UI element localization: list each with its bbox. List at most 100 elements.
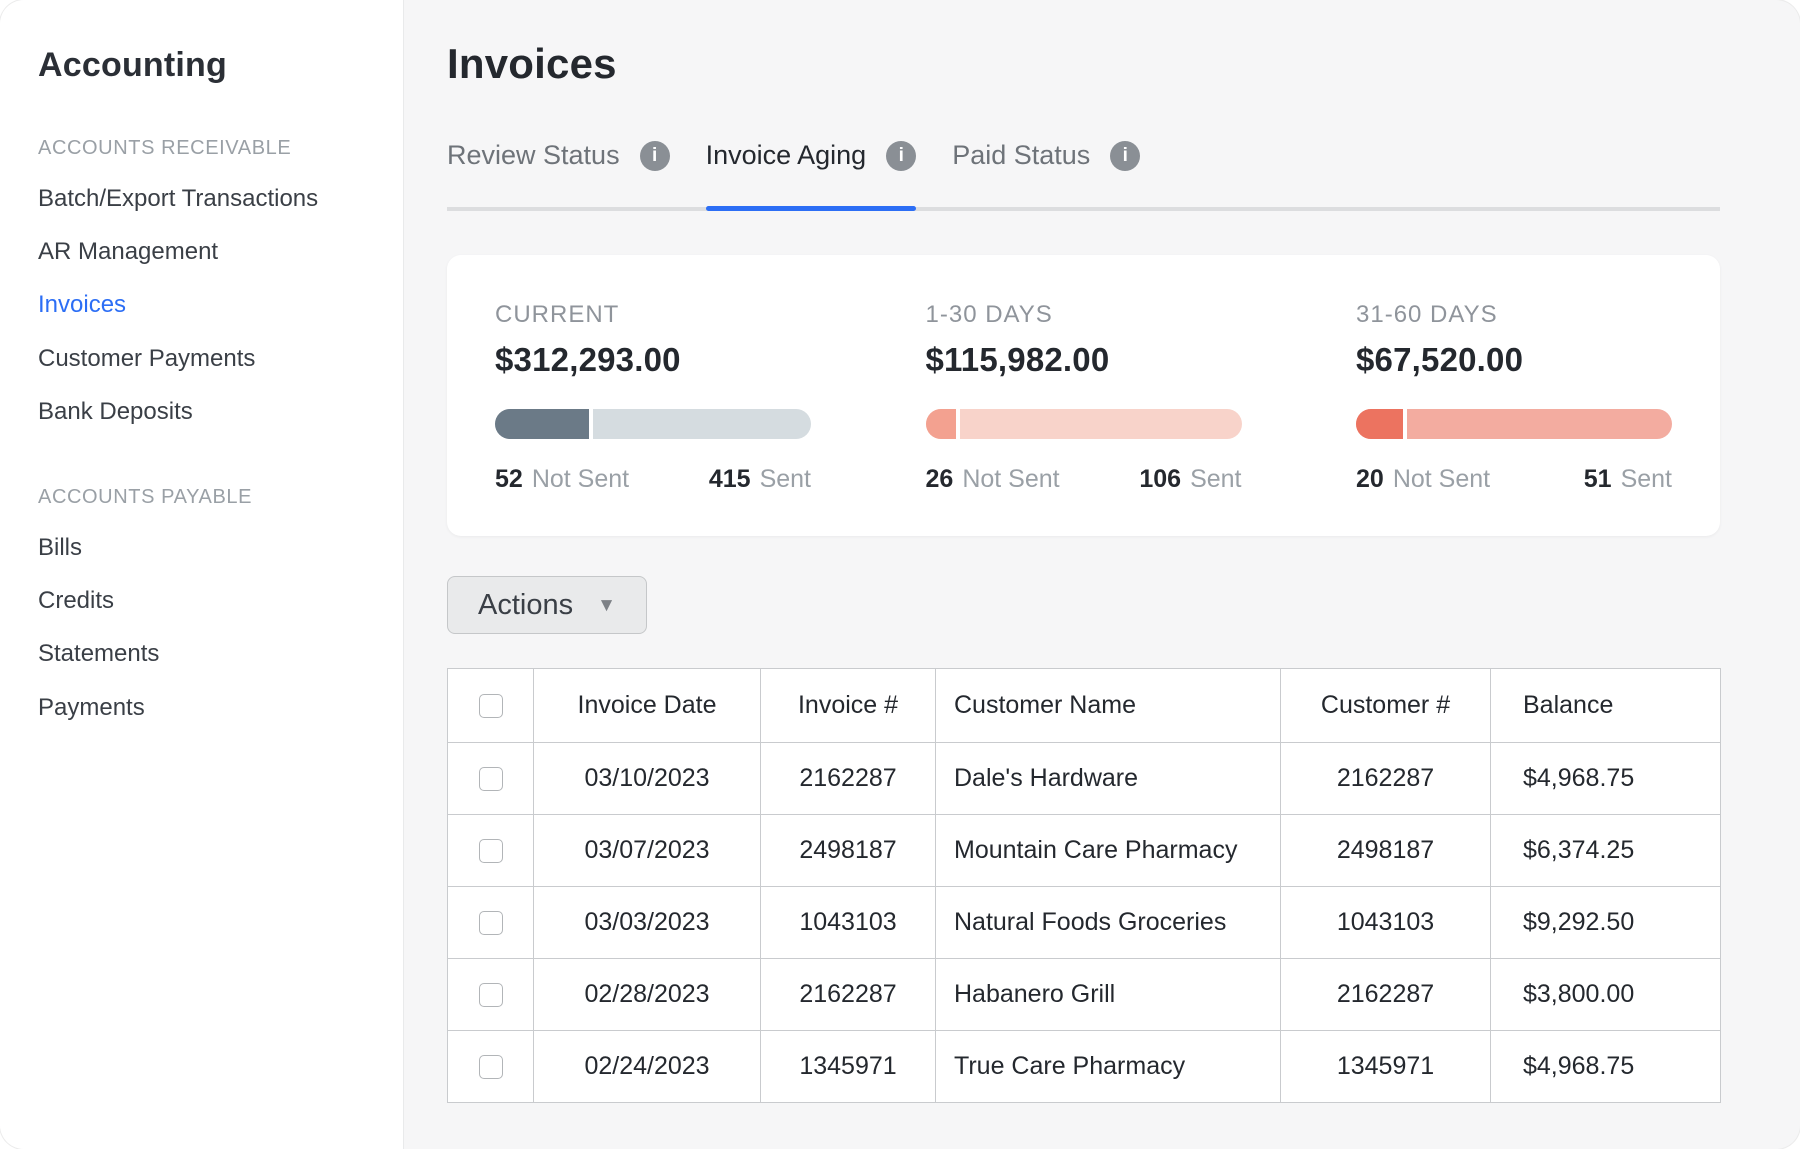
nav-section-accounts-receivable: ACCOUNTS RECEIVABLE Batch/Export Transac… <box>38 137 403 424</box>
sent-label: Sent <box>760 465 811 493</box>
table-row: 03/10/2023 2162287 Dale's Hardware 21622… <box>448 743 1721 815</box>
customer-name-link[interactable]: Habanero Grill <box>936 959 1281 1031</box>
invoice-number-link[interactable]: 1345971 <box>761 1031 936 1103</box>
customer-number-link[interactable]: 2162287 <box>1281 959 1491 1031</box>
sidebar-item-label: Payments <box>38 694 145 721</box>
balance-cell: $3,800.00 <box>1491 959 1721 1031</box>
not-sent-label: Not Sent <box>532 465 629 493</box>
sidebar-nav-item[interactable]: Credits <box>38 588 403 613</box>
invoice-date-cell: 03/10/2023 <box>534 743 761 815</box>
progress-bar-fill <box>495 409 593 439</box>
bucket-stats: 52Not Sent 415 Sent <box>495 465 811 494</box>
tab-label: Paid Status <box>952 140 1090 171</box>
invoice-date-cell: 02/28/2023 <box>534 959 761 1031</box>
aging-summary-card: CURRENT $312,293.00 52Not Sent 415 Sent 1… <box>447 255 1720 536</box>
not-sent-stat: 52Not Sent <box>495 465 629 494</box>
bucket-stats: 20 Not Sent 51 Sent <box>1356 465 1672 494</box>
sent-count: 51 <box>1584 465 1612 493</box>
column-header-invoice-date: Invoice Date <box>534 669 761 743</box>
chevron-down-icon: ▼ <box>597 596 616 615</box>
bucket-amount: $312,293.00 <box>495 341 811 379</box>
select-all-checkbox[interactable] <box>479 694 503 718</box>
sidebar-nav-item[interactable]: Invoices <box>38 292 403 317</box>
sidebar-item-label: Statements <box>38 640 159 667</box>
customer-name-link[interactable]: Dale's Hardware <box>936 743 1281 815</box>
not-sent-label: Not Sent <box>962 465 1059 493</box>
invoice-number-link[interactable]: 2162287 <box>761 959 936 1031</box>
sent-count: 415 <box>709 465 751 493</box>
bucket-amount: $115,982.00 <box>926 341 1242 379</box>
sidebar-nav-item[interactable]: Bills <box>38 535 403 560</box>
sidebar: Accounting ACCOUNTS RECEIVABLE Batch/Exp… <box>0 0 404 1149</box>
sidebar-item-label: Bank Deposits <box>38 398 193 425</box>
invoice-date-cell: 02/24/2023 <box>534 1031 761 1103</box>
customer-number-link[interactable]: 2498187 <box>1281 815 1491 887</box>
sidebar-nav-item[interactable]: Bank Deposits <box>38 399 403 424</box>
not-sent-stat: 20 Not Sent <box>1356 465 1490 494</box>
bucket-label: 1-30 DAYS <box>926 301 1242 329</box>
page-title: Invoices <box>447 40 1720 88</box>
sent-progress-bar <box>495 409 811 439</box>
invoice-date-cell: 03/07/2023 <box>534 815 761 887</box>
sidebar-title: Accounting <box>38 46 403 85</box>
invoices-table: Invoice Date Invoice # Customer Name Cus… <box>447 668 1721 1103</box>
row-select-cell <box>448 743 534 815</box>
customer-name-link[interactable]: True Care Pharmacy <box>936 1031 1281 1103</box>
not-sent-count: 26 <box>926 465 954 493</box>
sidebar-nav-item[interactable]: Batch/Export Transactions <box>38 186 403 211</box>
sidebar-item-label: Bills <box>38 534 82 561</box>
sent-progress-bar <box>926 409 1242 439</box>
invoice-number-link[interactable]: 2498187 <box>761 815 936 887</box>
sidebar-nav-item[interactable]: Payments <box>38 695 403 720</box>
aging-bucket: 1-30 DAYS $115,982.00 26Not Sent 106Sent <box>926 301 1242 494</box>
main-content: Invoices Review Status i Invoice Aging i… <box>404 0 1720 1103</box>
sent-count: 106 <box>1139 465 1181 493</box>
customer-name-link[interactable]: Natural Foods Groceries <box>936 887 1281 959</box>
sidebar-item-label: Credits <box>38 587 114 614</box>
actions-dropdown-button[interactable]: Actions ▼ <box>447 576 647 634</box>
column-header-balance: Balance <box>1491 669 1721 743</box>
row-select-cell <box>448 815 534 887</box>
sidebar-nav-item[interactable]: Customer Payments <box>38 346 403 371</box>
bucket-label: CURRENT <box>495 301 811 329</box>
sidebar-item-label: AR Management <box>38 238 218 265</box>
tab[interactable]: Paid Status i <box>952 140 1140 207</box>
sent-label: Sent <box>1621 465 1672 493</box>
column-header-invoice-number: Invoice # <box>761 669 936 743</box>
invoice-number-link[interactable]: 2162287 <box>761 743 936 815</box>
customer-number-link[interactable]: 1043103 <box>1281 887 1491 959</box>
row-checkbox[interactable] <box>479 839 503 863</box>
table-row: 02/24/2023 1345971 True Care Pharmacy 13… <box>448 1031 1721 1103</box>
balance-cell: $4,968.75 <box>1491 1031 1721 1103</box>
row-checkbox[interactable] <box>479 767 503 791</box>
sidebar-item-label: Customer Payments <box>38 345 255 372</box>
sidebar-item-label: Invoices <box>38 291 126 318</box>
not-sent-label: Not Sent <box>1393 465 1490 493</box>
nav-section-accounts-payable: ACCOUNTS PAYABLE Bills Credits Statement… <box>38 486 403 720</box>
customer-number-link[interactable]: 1345971 <box>1281 1031 1491 1103</box>
not-sent-stat: 26 Not Sent <box>926 465 1060 494</box>
progress-bar-fill <box>926 409 961 439</box>
actions-button-label: Actions <box>478 589 573 622</box>
row-select-cell <box>448 1031 534 1103</box>
sidebar-nav-item[interactable]: AR Management <box>38 239 403 264</box>
info-icon[interactable]: i <box>640 141 670 171</box>
customer-number-link[interactable]: 2162287 <box>1281 743 1491 815</box>
sidebar-nav-item[interactable]: Statements <box>38 641 403 666</box>
row-checkbox[interactable] <box>479 983 503 1007</box>
info-icon[interactable]: i <box>1110 141 1140 171</box>
row-checkbox[interactable] <box>479 911 503 935</box>
tab-bar: Review Status i Invoice Aging i Paid Sta… <box>447 140 1720 211</box>
bucket-amount: $67,520.00 <box>1356 341 1672 379</box>
sent-stat: 51 Sent <box>1584 465 1672 494</box>
tab[interactable]: Invoice Aging i <box>706 140 917 207</box>
tab[interactable]: Review Status i <box>447 140 670 207</box>
info-icon[interactable]: i <box>886 141 916 171</box>
not-sent-count: 20 <box>1356 465 1384 493</box>
invoice-number-link[interactable]: 1043103 <box>761 887 936 959</box>
balance-cell: $6,374.25 <box>1491 815 1721 887</box>
sidebar-item-label: Batch/Export Transactions <box>38 185 318 212</box>
row-select-cell <box>448 887 534 959</box>
customer-name-link[interactable]: Mountain Care Pharmacy <box>936 815 1281 887</box>
row-checkbox[interactable] <box>479 1055 503 1079</box>
